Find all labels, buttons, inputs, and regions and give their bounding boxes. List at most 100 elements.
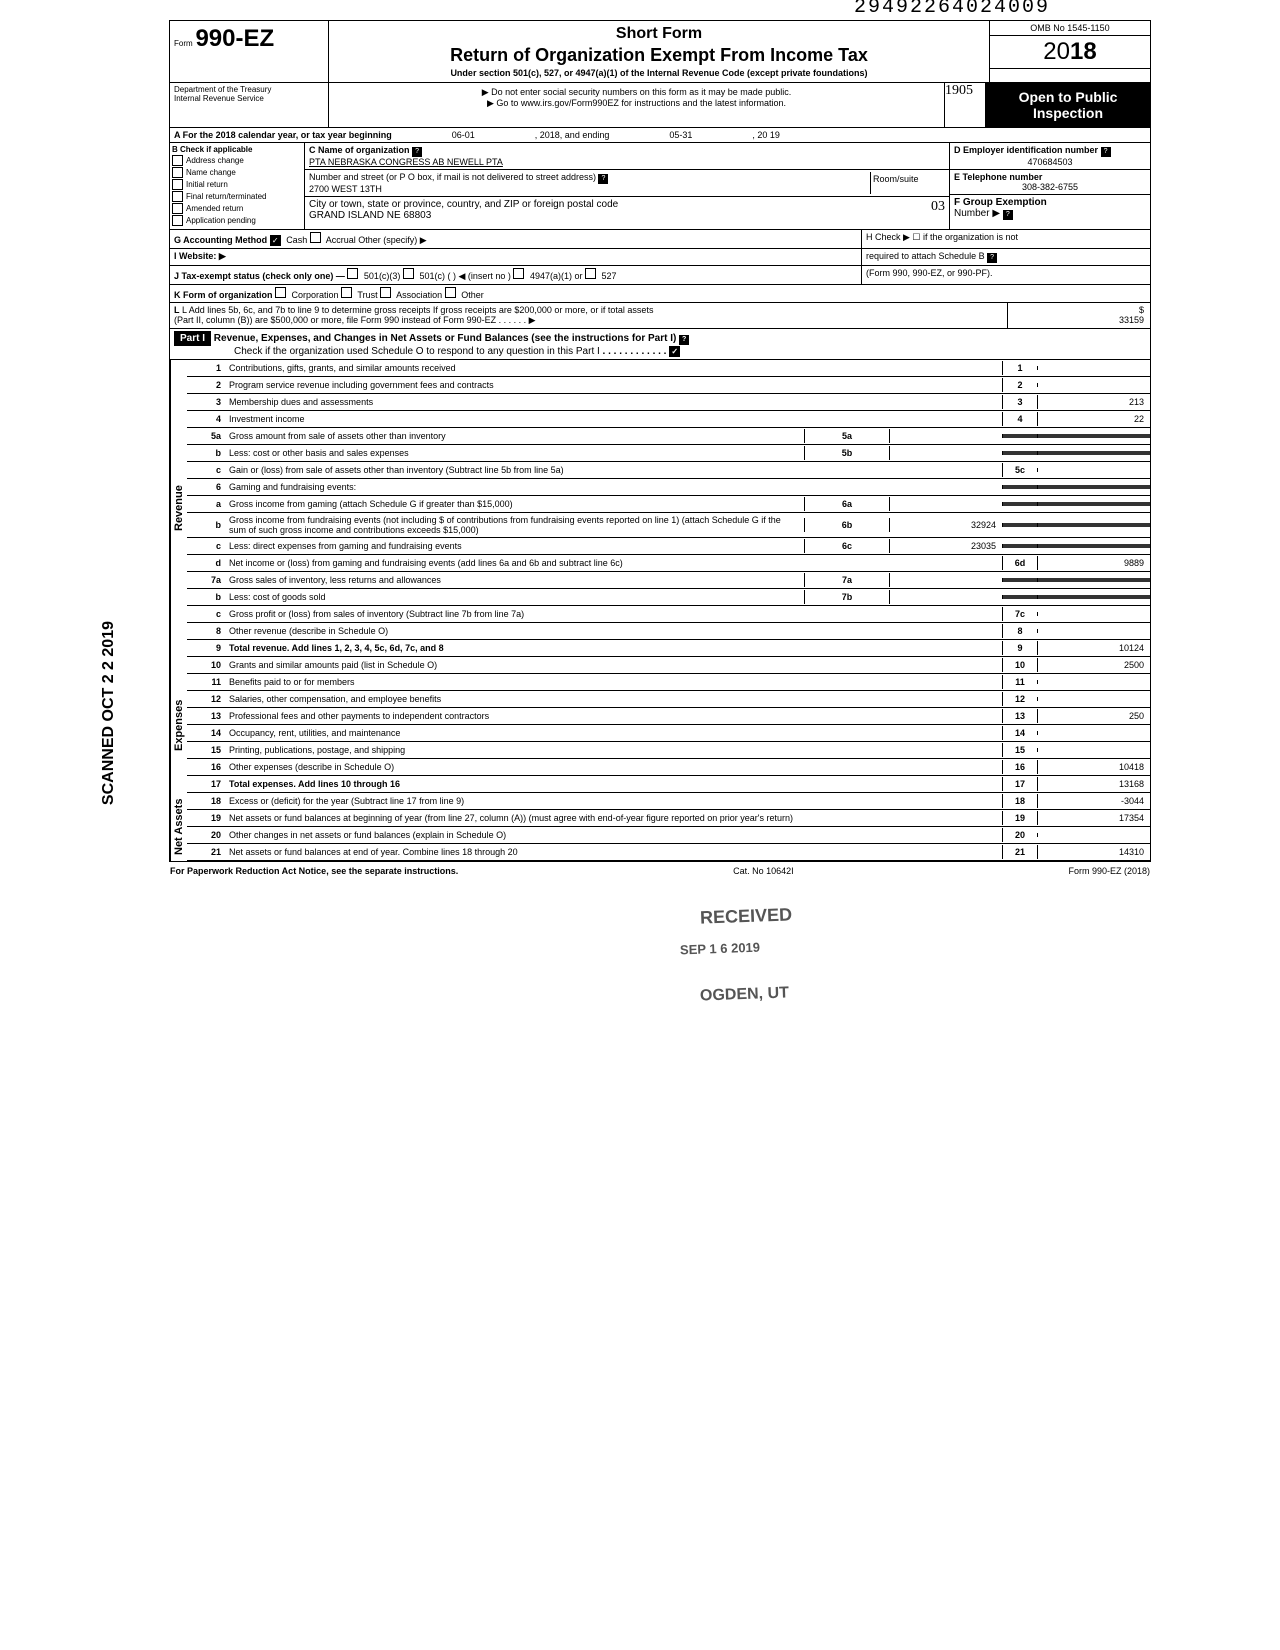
expenses-section: Expenses 10Grants and similar amounts pa… (170, 657, 1150, 793)
line-number: 17 (187, 777, 225, 791)
line-number: 5a (187, 429, 225, 443)
shaded-value (1037, 485, 1150, 489)
cash-checkbox[interactable] (270, 235, 281, 246)
help-icon[interactable]: ? (987, 253, 997, 263)
shaded-value (1037, 451, 1150, 455)
line-number: c (187, 539, 225, 553)
cb-assoc[interactable] (380, 287, 391, 298)
line-text: Membership dues and assessments (225, 395, 1002, 409)
accrual-checkbox[interactable] (310, 232, 321, 243)
header: Form 990-EZ Short Form Return of Organiz… (170, 21, 1150, 83)
form-number: 990-EZ (195, 25, 274, 52)
help-icon[interactable]: ? (598, 174, 608, 184)
line-value (1037, 468, 1150, 472)
line-number: 3 (187, 395, 225, 409)
line-number: a (187, 497, 225, 511)
shaded-box (1002, 451, 1037, 455)
line-text: Salaries, other compensation, and employ… (225, 692, 1002, 706)
line-box: 2 (1002, 378, 1037, 392)
line-text: Net assets or fund balances at end of ye… (225, 845, 1002, 859)
shaded-value (1037, 595, 1150, 599)
help-icon[interactable]: ? (1003, 210, 1013, 220)
inner-value (890, 578, 1002, 582)
row-l: L L Add lines 5b, 6c, and 7b to line 9 t… (170, 303, 1150, 329)
line-box: 5c (1002, 463, 1037, 477)
line-value (1037, 680, 1150, 684)
inner-box: 6b (804, 518, 890, 532)
line-box: 1 (1002, 361, 1037, 375)
line-box: 16 (1002, 760, 1037, 774)
cb-final[interactable]: Final return/terminated (172, 191, 302, 202)
org-name-row: C Name of organization ? PTA NEBRASKA CO… (305, 143, 949, 170)
line-box: 7c (1002, 607, 1037, 621)
dept-treasury: Department of the Treasury (174, 85, 324, 94)
shaded-value (1037, 502, 1150, 506)
line-box: 15 (1002, 743, 1037, 757)
b-checkboxes: B Check if applicable Address change Nam… (170, 143, 305, 229)
inner-value (890, 595, 1002, 599)
shaded-box (1002, 595, 1037, 599)
cb-amended[interactable]: Amended return (172, 203, 302, 214)
row-g: G Accounting Method Cash Accrual Other (… (170, 230, 1150, 249)
inner-value: 32924 (890, 518, 1002, 532)
line-text: Printing, publications, postage, and shi… (225, 743, 1002, 757)
cb-501c3[interactable] (347, 268, 358, 279)
line-box: 14 (1002, 726, 1037, 740)
line-box: 21 (1002, 845, 1037, 859)
line-item: 3Membership dues and assessments3213 (187, 394, 1150, 411)
part1-header: Part I Revenue, Expenses, and Changes in… (170, 329, 1150, 360)
line-number: b (187, 590, 225, 604)
cb-corp[interactable] (275, 287, 286, 298)
cb-501c[interactable] (403, 268, 414, 279)
line-number: 18 (187, 794, 225, 808)
cb-527[interactable] (585, 268, 596, 279)
line-number: 9 (187, 641, 225, 655)
line-value: 10124 (1037, 641, 1150, 655)
line-item: cGross profit or (loss) from sales of in… (187, 606, 1150, 623)
received-stamp: RECEIVED (700, 904, 793, 928)
right-header: OMB No 1545-1150 20201818 (990, 21, 1150, 82)
line-item: bLess: cost or other basis and sales exp… (187, 445, 1150, 462)
line-value: 2500 (1037, 658, 1150, 672)
schedule-o-check[interactable] (669, 346, 680, 357)
line-value (1037, 366, 1150, 370)
city-row: City or town, state or province, country… (305, 197, 949, 223)
instructions: ▶ Do not enter social security numbers o… (329, 83, 945, 127)
cb-4947[interactable] (513, 268, 524, 279)
phone-row: E Telephone number 308-382-6755 (950, 170, 1150, 195)
line-number: d (187, 556, 225, 570)
group-exemption: F Group Exemption Number ▶ ? (950, 195, 1150, 222)
short-form-label: Short Form (333, 25, 985, 43)
line-text: Other changes in net assets or fund bala… (225, 828, 1002, 842)
line-value: 10418 (1037, 760, 1150, 774)
line-box: 9 (1002, 641, 1037, 655)
line-item: 7aGross sales of inventory, less returns… (187, 572, 1150, 589)
form-990ez: 29492264024009 SCANNED OCT 2 2 2019 Form… (169, 20, 1151, 862)
expenses-label: Expenses (170, 657, 187, 793)
row-k: K Form of organization Corporation Trust… (170, 285, 1150, 303)
cb-initial[interactable]: Initial return (172, 179, 302, 190)
cb-pending[interactable]: Application pending (172, 215, 302, 226)
cb-trust[interactable] (341, 287, 352, 298)
cb-other[interactable] (445, 287, 456, 298)
cb-name[interactable]: Name change (172, 167, 302, 178)
line-number: 7a (187, 573, 225, 587)
ssn-warning: ▶ Do not enter social security numbers o… (333, 87, 940, 98)
line-text: Total revenue. Add lines 1, 2, 3, 4, 5c,… (225, 641, 1002, 655)
h2: required to attach Schedule B ? (862, 249, 1150, 265)
help-icon[interactable]: ? (679, 335, 689, 345)
help-icon[interactable]: ? (412, 147, 422, 157)
h-check: H Check ▶ ☐ if the organization is not (862, 230, 1150, 248)
line-text: Gain or (loss) from sale of assets other… (225, 463, 1002, 477)
cb-address[interactable]: Address change (172, 155, 302, 166)
line-text: Gross profit or (loss) from sales of inv… (225, 607, 1002, 621)
netassets-section: Net Assets 18Excess or (deficit) for the… (170, 793, 1150, 861)
line-number: 16 (187, 760, 225, 774)
line-item: 17Total expenses. Add lines 10 through 1… (187, 776, 1150, 793)
line-number: b (187, 446, 225, 460)
line-value (1037, 731, 1150, 735)
help-icon[interactable]: ? (1101, 147, 1111, 157)
line-item: 20Other changes in net assets or fund ba… (187, 827, 1150, 844)
line-value: 22 (1037, 412, 1150, 426)
line-number: 8 (187, 624, 225, 638)
